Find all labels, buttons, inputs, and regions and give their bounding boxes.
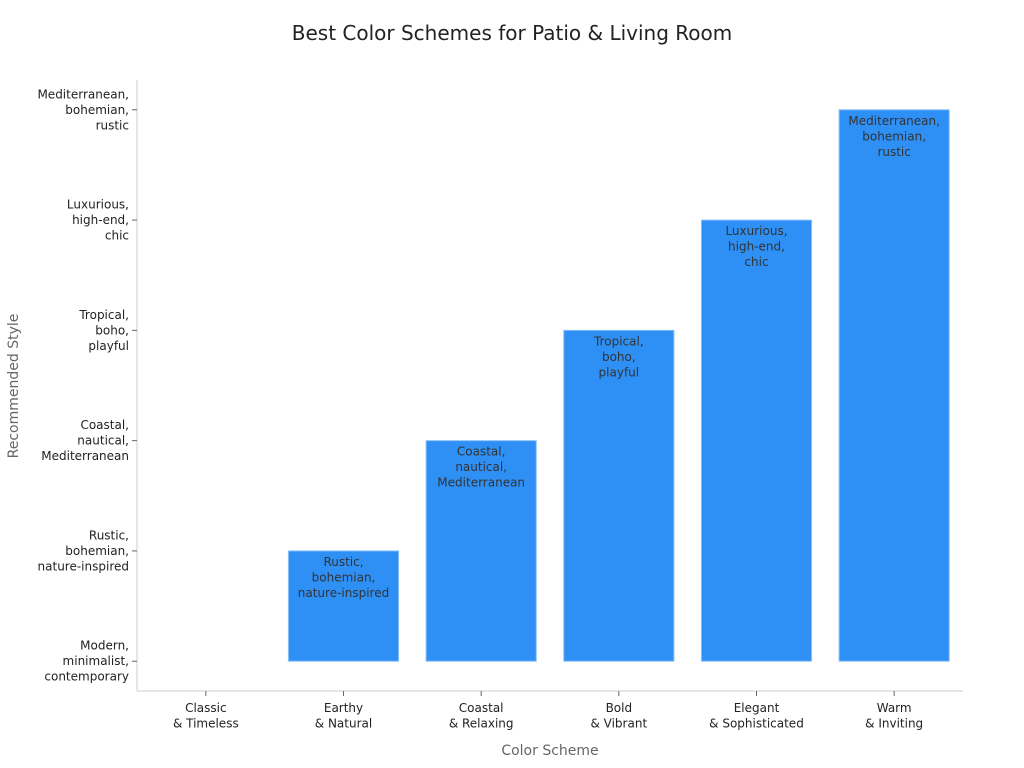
value-label: Rustic, bohemian, nature-inspired	[298, 555, 389, 600]
bar	[563, 329, 675, 662]
bar	[425, 440, 537, 662]
y-tick-label: Luxurious, high-end, chic	[67, 198, 129, 243]
chart-title: Best Color Schemes for Patio & Living Ro…	[292, 21, 732, 45]
value-label: Coastal, nautical, Mediterranean	[437, 445, 525, 490]
x-tick-label: Bold & Vibrant	[590, 701, 647, 731]
x-tick-label: Classic & Timeless	[173, 701, 239, 731]
bar	[838, 109, 950, 662]
value-label: Mediterranean, bohemian, rustic	[848, 114, 940, 159]
bar	[287, 550, 400, 662]
bar	[700, 219, 813, 662]
y-tick-label: Rustic, bohemian, nature-inspired	[38, 528, 129, 573]
x-tick-label: Earthy & Natural	[315, 701, 372, 731]
value-label: Tropical, boho, playful	[593, 334, 644, 379]
y-axis-title: Recommended Style	[6, 314, 22, 459]
x-axis-title: Color Scheme	[501, 743, 598, 759]
value-label: Luxurious, high-end, chic	[725, 224, 787, 269]
x-tick-label: Coastal & Relaxing	[449, 701, 514, 731]
y-tick-label: Modern, minimalist, contemporary	[44, 639, 129, 684]
y-tick-label: Mediterranean, bohemian, rustic	[37, 87, 129, 132]
y-tick-label: Tropical, boho, playful	[78, 308, 129, 353]
x-tick-label: Elegant & Sophisticated	[709, 701, 804, 731]
y-tick-label: Coastal, nautical, Mediterranean	[41, 418, 129, 463]
x-tick-label: Warm & Inviting	[865, 701, 923, 731]
